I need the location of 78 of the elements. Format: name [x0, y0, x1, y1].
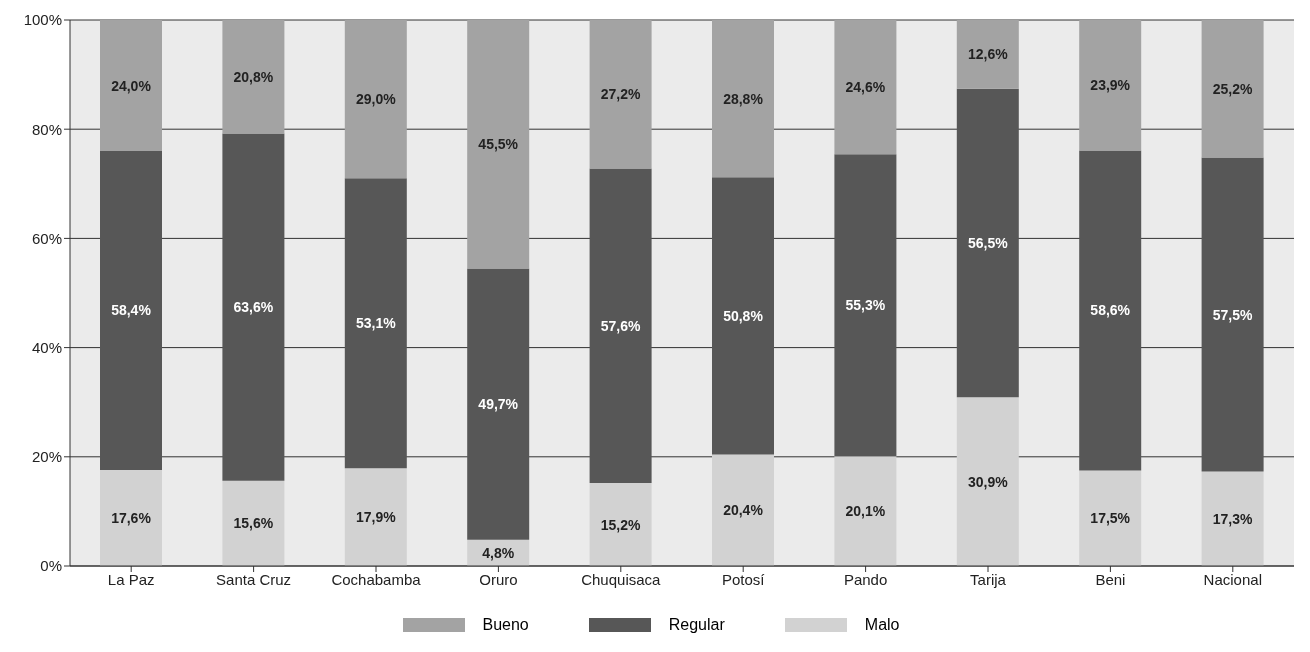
- data-label: 23,9%: [1090, 77, 1131, 94]
- data-label: 17,9%: [355, 509, 397, 526]
- data-label: 55,3%: [845, 297, 886, 314]
- bar: [1201, 20, 1264, 158]
- bar: [100, 151, 162, 470]
- bar: [956, 88, 1019, 398]
- bar: [100, 20, 162, 152]
- data-label: 20,1%: [845, 503, 886, 520]
- bar: [344, 468, 407, 566]
- bar: [834, 154, 897, 457]
- x-tick-label: Cochabamba: [331, 570, 422, 588]
- data-label: 63,6%: [233, 299, 274, 316]
- data-label: 24,0%: [111, 77, 152, 94]
- bar: [1079, 20, 1142, 151]
- data-label: 30,9%: [967, 473, 1009, 490]
- bar: [1201, 471, 1264, 566]
- data-label: 56,5%: [967, 235, 1009, 252]
- bar: [1079, 470, 1142, 566]
- bar: [100, 469, 162, 566]
- legend-label: Malo: [864, 616, 900, 634]
- bar: [712, 454, 774, 566]
- data-label: 24,6%: [845, 79, 886, 96]
- y-tick-label: 20%: [31, 448, 62, 466]
- data-label: 17,3%: [1212, 510, 1253, 527]
- bar: [712, 177, 774, 455]
- data-label: 58,6%: [1090, 302, 1131, 319]
- x-tick-label: Pando: [843, 570, 888, 588]
- x-tick-label: Tarija: [970, 570, 1007, 588]
- x-tick-label: La Paz: [107, 570, 155, 588]
- bar: [222, 20, 285, 134]
- data-label: 17,6%: [111, 509, 152, 526]
- data-label: 20,4%: [723, 502, 764, 519]
- y-tick-label: 100%: [23, 11, 62, 29]
- data-label: 57,6%: [600, 317, 641, 334]
- data-label: 15,6%: [233, 515, 274, 532]
- x-tick-label: Oruro: [479, 570, 518, 588]
- x-tick-label: Potosí: [721, 570, 766, 588]
- bar: [834, 456, 897, 566]
- bar: [222, 133, 285, 481]
- data-label: 53,1%: [355, 315, 397, 332]
- data-label: 57,5%: [1212, 306, 1253, 323]
- x-tick-label: Chuquisaca: [581, 570, 662, 588]
- x-tick-label: Beni: [1095, 570, 1126, 588]
- data-label: 15,2%: [600, 516, 641, 533]
- y-tick-label: 60%: [31, 229, 62, 247]
- bar: [467, 20, 530, 269]
- y-tick-label: 40%: [31, 338, 62, 356]
- x-tick-label: Nacional: [1203, 570, 1262, 588]
- bar: [712, 20, 774, 178]
- bar: [956, 20, 1019, 89]
- y-tick-label: 0%: [40, 557, 62, 575]
- bar: [956, 397, 1019, 566]
- data-label: 45,5%: [478, 136, 519, 153]
- data-label: 58,4%: [111, 302, 152, 319]
- data-label: 25,2%: [1212, 80, 1253, 97]
- bar: [589, 483, 652, 566]
- bar: [467, 268, 530, 540]
- legend-label: Regular: [668, 616, 725, 634]
- bar: [589, 168, 652, 484]
- bar: [1201, 157, 1264, 472]
- bar: [589, 20, 652, 169]
- data-label: 49,7%: [478, 396, 519, 413]
- data-label: 28,8%: [723, 90, 764, 107]
- data-label: 12,6%: [967, 46, 1009, 63]
- bar: [344, 20, 407, 179]
- data-label: 50,8%: [723, 307, 764, 324]
- bar: [834, 20, 897, 155]
- legend-label: Bueno: [482, 616, 529, 634]
- data-label: 4,8%: [482, 544, 515, 561]
- y-tick-label: 80%: [31, 120, 62, 138]
- data-label: 29,0%: [355, 91, 397, 108]
- bar: [1079, 150, 1142, 471]
- data-label: 20,8%: [233, 68, 274, 85]
- x-tick-label: Santa Cruz: [216, 570, 292, 588]
- data-label: 27,2%: [600, 86, 641, 103]
- bar: [344, 178, 407, 469]
- bar: [222, 480, 285, 566]
- data-label: 17,5%: [1090, 510, 1131, 527]
